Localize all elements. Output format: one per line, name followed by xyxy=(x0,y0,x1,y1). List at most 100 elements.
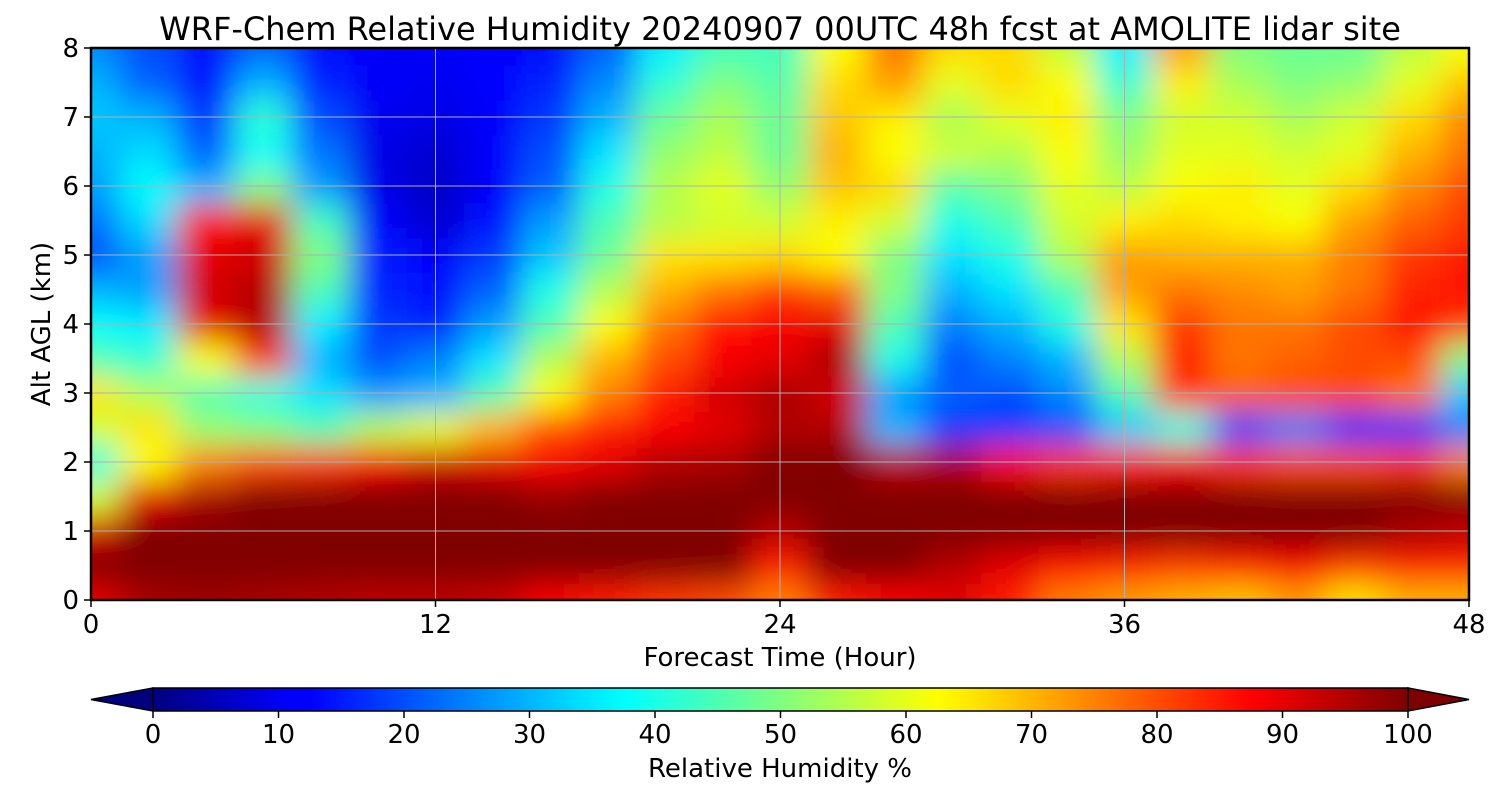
heatmap-cell xyxy=(636,203,695,239)
heatmap-cell xyxy=(981,272,1040,308)
heatmap-cell xyxy=(579,237,638,274)
heatmap-cell xyxy=(349,168,408,205)
heatmap-cell xyxy=(1038,513,1097,550)
heatmap-cell xyxy=(1268,375,1327,412)
heatmap-cell xyxy=(636,444,695,481)
colorbar: 0 10 20 30 40 50 60 70 80 90 100 Relative Humidity… xyxy=(90,687,1470,784)
heatmap-cell xyxy=(91,65,121,101)
heatmap-cell xyxy=(1325,272,1384,308)
heatmap-cell xyxy=(1210,48,1269,67)
heatmap-cell xyxy=(91,479,121,515)
heatmap-cell xyxy=(866,341,925,377)
heatmap-cell xyxy=(866,410,925,446)
heatmap-cell xyxy=(234,513,293,550)
heatmap-cell xyxy=(923,513,982,550)
heatmap-cell xyxy=(693,410,753,446)
heatmap-cell xyxy=(636,479,695,515)
heatmap-cell xyxy=(1210,582,1269,600)
heatmap-cell xyxy=(981,548,1040,584)
heatmap-cell xyxy=(808,479,868,515)
heatmap-cell xyxy=(693,306,753,343)
heatmap-cell xyxy=(693,375,753,412)
heatmap-cell xyxy=(1325,306,1384,343)
heatmap-cell xyxy=(1382,168,1442,205)
heatmap-cell xyxy=(1153,99,1212,136)
heatmap-cell xyxy=(1268,99,1327,136)
heatmap-cell xyxy=(521,410,580,446)
heatmap-cell xyxy=(866,548,925,584)
heatmap-cell xyxy=(1325,410,1384,446)
heatmap-cell xyxy=(1038,410,1097,446)
heatmap-cell xyxy=(808,582,868,600)
heatmap-cell xyxy=(177,306,236,343)
heatmap-cell xyxy=(1440,582,1469,600)
heatmap-cell xyxy=(923,375,982,412)
heatmap-cell xyxy=(464,375,523,412)
colorbar-tick-label: 100 xyxy=(1383,720,1433,750)
heatmap-cell xyxy=(234,272,293,308)
heatmap-cell xyxy=(808,548,868,584)
heatmap-cell xyxy=(349,582,408,600)
heatmap-cell xyxy=(91,410,121,446)
y-axis-label: Alt AGL (km) xyxy=(27,242,57,406)
heatmap-cell xyxy=(349,444,408,481)
heatmap-cell xyxy=(91,582,121,600)
heatmap-cell xyxy=(1210,479,1269,515)
heatmap-cell xyxy=(464,306,523,343)
heatmap-cell xyxy=(1440,48,1469,67)
heatmap-cell xyxy=(349,375,408,412)
heatmap-cell xyxy=(636,134,695,170)
heatmap-cell xyxy=(981,513,1040,550)
heatmap-cell xyxy=(1325,479,1384,515)
colorbar-tick-label: 70 xyxy=(1015,720,1048,750)
heatmap-cell xyxy=(349,134,408,170)
heatmap-cell xyxy=(177,203,236,239)
heatmap-cell xyxy=(177,65,236,101)
heatmap-cell xyxy=(91,513,121,550)
heatmap-cell xyxy=(1325,341,1384,377)
heatmap-cell xyxy=(349,479,408,515)
heatmap-cell xyxy=(1038,134,1097,170)
heatmap-cell xyxy=(1038,272,1097,308)
heatmap-cell xyxy=(923,479,982,515)
heatmap-cell xyxy=(1210,168,1269,205)
heatmap-cell xyxy=(579,513,638,550)
heatmap-cell xyxy=(521,99,580,136)
heatmap-cell xyxy=(1382,48,1442,67)
heatmap-cell xyxy=(579,134,638,170)
heatmap-cell xyxy=(579,479,638,515)
heatmap-cell xyxy=(119,306,179,343)
heatmap-cell xyxy=(119,134,179,170)
heatmap-cell xyxy=(981,410,1040,446)
heatmap-cell xyxy=(636,375,695,412)
heatmap-cell xyxy=(1440,444,1469,481)
heatmap-cell xyxy=(1210,134,1269,170)
heatmap-cell xyxy=(866,203,925,239)
heatmap-cell xyxy=(1268,479,1327,515)
heatmap-cell xyxy=(866,306,925,343)
heatmap-cell xyxy=(349,410,408,446)
heatmap-cell xyxy=(1038,582,1097,600)
heatmap-cell xyxy=(1038,306,1097,343)
heatmap-cell xyxy=(636,99,695,136)
heatmap-cell xyxy=(521,168,580,205)
heatmap-cell xyxy=(91,444,121,481)
heatmap-cell xyxy=(349,48,408,67)
heatmap-cell xyxy=(636,168,695,205)
heatmap-cell xyxy=(464,582,523,600)
heatmap-cell xyxy=(1382,548,1442,584)
heatmap-cell xyxy=(91,48,121,67)
heatmap-cell xyxy=(177,272,236,308)
heatmap-cell xyxy=(1038,548,1097,584)
colorbar-label: Relative Humidity % xyxy=(648,754,912,784)
heatmap-cell xyxy=(1440,548,1469,584)
heatmap-cell xyxy=(119,341,179,377)
heatmap-cell xyxy=(1210,237,1269,274)
x-axis: 0 12 24 36 48 xyxy=(83,600,1486,640)
heatmap-cell xyxy=(923,582,982,600)
heatmap-cell xyxy=(521,341,580,377)
heatmap-cell xyxy=(1382,582,1442,600)
heatmap-cell xyxy=(1440,410,1469,446)
heatmap-cell xyxy=(693,444,753,481)
heatmap-cell xyxy=(464,548,523,584)
